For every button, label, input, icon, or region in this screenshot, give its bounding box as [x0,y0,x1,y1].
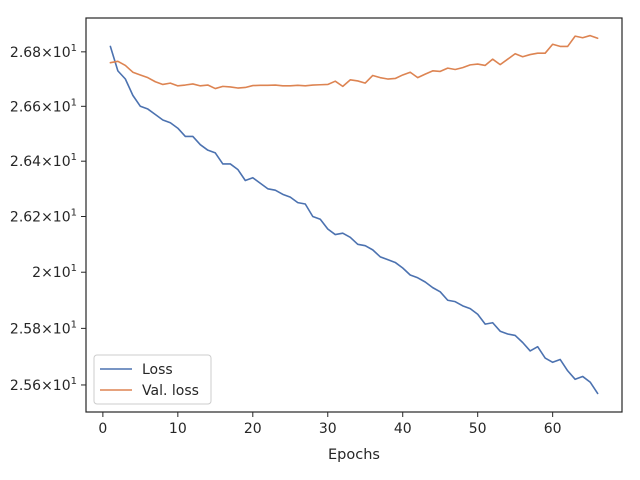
x-tick-label: 0 [98,421,107,437]
plot-area-frame [85,17,623,413]
y-tick-label: 2.64×101 [10,152,77,170]
y-tick-label: 2.68×101 [10,43,77,61]
y-tick-label: 2.62×101 [10,207,77,225]
y-tick-label: 2.66×101 [10,97,77,115]
x-tick-label: 30 [319,421,337,437]
legend-label-val-loss: Val. loss [142,383,199,399]
x-tick-label: 60 [544,421,562,437]
y-tick-label: 2.58×101 [10,319,77,337]
x-tick-label: 20 [244,421,262,437]
legend-label-loss: Loss [142,362,173,378]
y-tick-label: 2×101 [32,263,77,281]
series-line-1 [109,34,599,90]
series-line-0 [109,45,599,395]
y-tick-label: 2.56×101 [10,376,77,394]
series-layer [109,34,599,395]
x-tick-label: 10 [169,421,187,437]
x-tick-label: 40 [394,421,412,437]
legend: Loss Val. loss [93,354,212,405]
x-axis: 0 10 20 30 40 50 60 [98,412,562,437]
x-axis-title: Epochs [328,447,380,463]
x-tick-label: 50 [469,421,487,437]
y-axis: 2.56×101 2.58×101 2×101 2.62×101 2.64×101 2.6… [10,43,86,394]
legend-box [93,354,212,405]
